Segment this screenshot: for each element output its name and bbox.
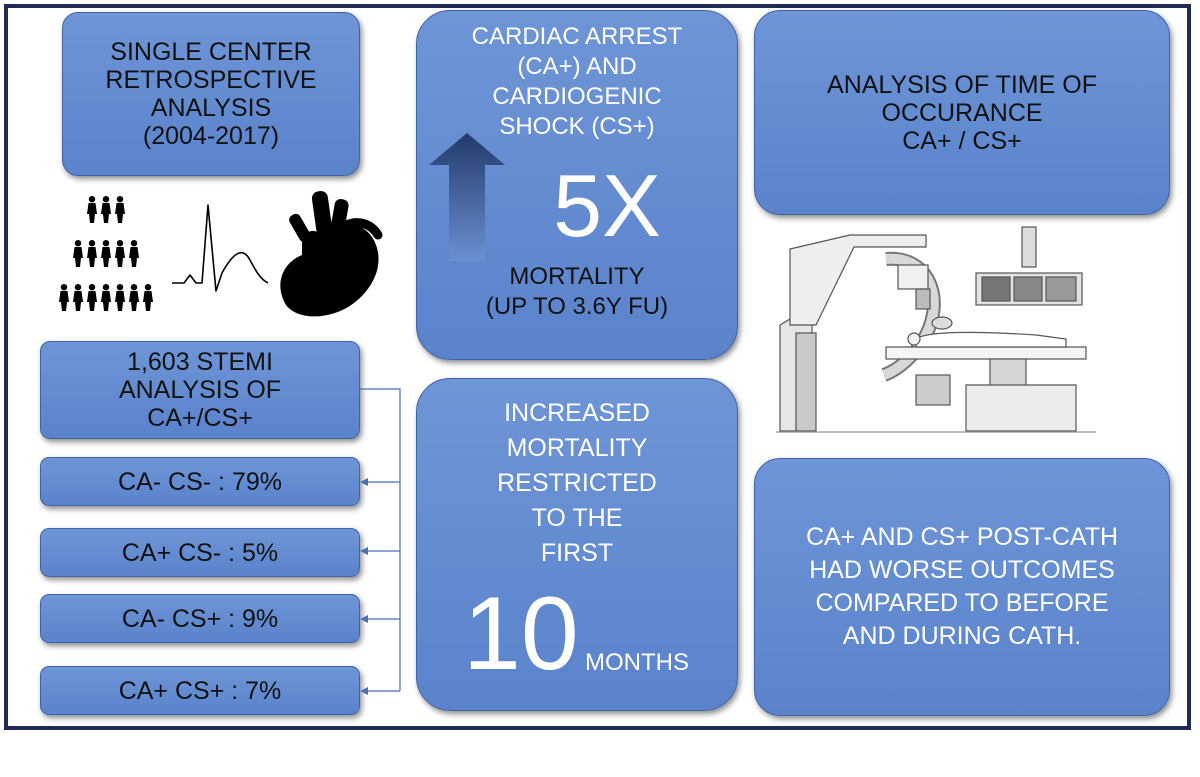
time-of-occurrence-line-3: CA+ / CS+ bbox=[902, 126, 1022, 155]
center-bottom-line-4: TO THE bbox=[531, 504, 623, 532]
outcomes-line-1: CA+ AND CS+ POST-CATH bbox=[805, 523, 1119, 551]
center-bottom-line-1: INCREASED bbox=[504, 399, 650, 427]
study-design-line-4: (2004-2017) bbox=[142, 122, 280, 150]
time-of-occurrence-box: ANALYSIS OF TIME OF OCCURANCE CA+ / CS+ bbox=[754, 10, 1170, 215]
center-top-line-1: CARDIAC ARREST bbox=[471, 23, 683, 50]
stemi-line-2: ANALYSIS OF bbox=[118, 376, 282, 404]
multiplier-value: 5X bbox=[553, 156, 661, 255]
time-of-occurrence-line-2: OCCURANCE bbox=[881, 98, 1043, 127]
study-design-line-3: ANALYSIS bbox=[150, 94, 272, 122]
ecg-waveform-icon bbox=[172, 204, 269, 292]
stemi-line-1: 1,603 STEMI bbox=[127, 348, 273, 376]
study-design-line-2: RETROSPECTIVE bbox=[105, 66, 317, 94]
group-label: CA+ CS+ : 7% bbox=[118, 676, 282, 705]
outcomes-box: CA+ AND CS+ POST-CATH HAD WORSE OUTCOMES… bbox=[754, 458, 1170, 716]
center-top-line-4: SHOCK (CS+) bbox=[499, 113, 655, 140]
center-top-line-3: CARDIOGENIC bbox=[492, 83, 662, 110]
outcomes-line-4: AND DURING CATH. bbox=[842, 622, 1082, 650]
center-top-line-2: (CA+) AND bbox=[517, 53, 637, 80]
group-box-ca-neg-cs-pos: CA- CS+ : 9% bbox=[40, 594, 360, 643]
center-bottom-line-5: FIRST bbox=[540, 539, 614, 567]
months-unit: MONTHS bbox=[585, 649, 689, 676]
group-box-ca-neg-cs-neg: CA- CS- : 79% bbox=[40, 457, 360, 506]
group-connector bbox=[360, 388, 401, 695]
center-bottom-line-2: MORTALITY bbox=[506, 434, 648, 462]
stemi-line-3: CA+/CS+ bbox=[147, 404, 253, 432]
people-pyramid-icon bbox=[59, 196, 153, 311]
cath-lab-equipment-icon bbox=[776, 226, 1096, 433]
outcomes-line-3: COMPARED TO BEFORE bbox=[815, 589, 1109, 617]
months-number: 10 bbox=[463, 576, 579, 692]
group-label: CA- CS+ : 9% bbox=[121, 604, 279, 633]
study-design-box: SINGLE CENTER RETROSPECTIVE ANALYSIS (20… bbox=[62, 12, 360, 176]
mortality-label-line-2: (UP TO 3.6Y FU) bbox=[485, 293, 669, 320]
center-bottom-line-3: RESTRICTED bbox=[497, 469, 657, 497]
stemi-box: 1,603 STEMI ANALYSIS OF CA+/CS+ bbox=[40, 341, 360, 439]
group-box-ca-pos-cs-pos: CA+ CS+ : 7% bbox=[40, 666, 360, 715]
heart-icon bbox=[280, 191, 383, 317]
group-box-ca-pos-cs-neg: CA+ CS- : 5% bbox=[40, 528, 360, 577]
time-of-occurrence-line-1: ANALYSIS OF TIME OF bbox=[827, 70, 1097, 99]
mortality-label-line-1: MORTALITY bbox=[509, 263, 645, 290]
up-arrow-icon bbox=[429, 133, 505, 261]
outcomes-line-2: HAD WORSE OUTCOMES bbox=[809, 556, 1115, 584]
group-label: CA+ CS- : 5% bbox=[121, 538, 279, 567]
group-label: CA- CS- : 79% bbox=[118, 467, 282, 496]
mortality-multiplier-box: CARDIAC ARREST (CA+) AND CARDIOGENIC SHO… bbox=[416, 10, 738, 360]
study-design-line-1: SINGLE CENTER bbox=[110, 38, 312, 66]
restricted-mortality-box: INCREASED MORTALITY RESTRICTED TO THE FI… bbox=[416, 378, 738, 711]
